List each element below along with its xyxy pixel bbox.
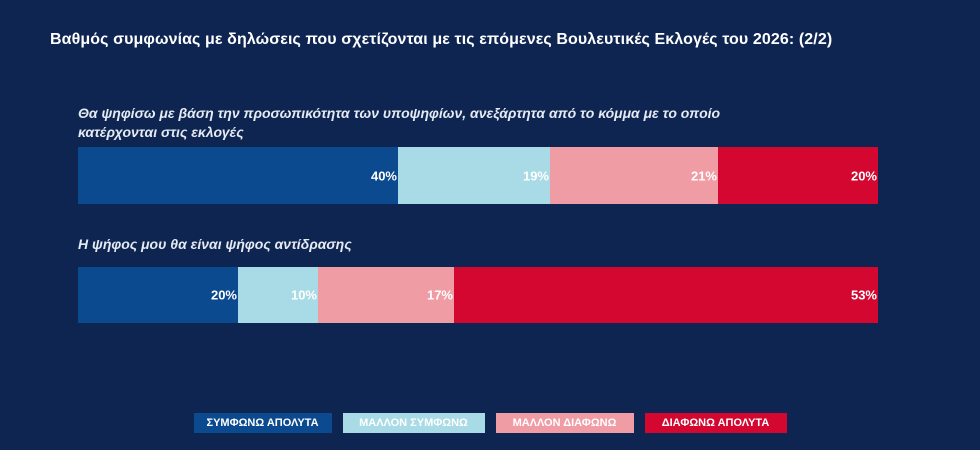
data-label: 40% xyxy=(370,168,397,183)
bar-segment-mallon-symfono: 19% xyxy=(398,147,550,204)
data-label: 19% xyxy=(522,168,549,183)
stacked-bar-1: 40% 19% 21% 20% xyxy=(78,147,878,204)
data-label: 21% xyxy=(690,168,717,183)
bar-segment-mallon-symfono: 10% xyxy=(238,267,318,323)
question-label-2: Η ψήφος μου θα είναι ψήφος αντίδρασης xyxy=(78,236,352,252)
question-label-1: Θα ψηφίσω με βάση την προσωπικότητα των … xyxy=(78,105,721,140)
data-label: 17% xyxy=(426,287,453,303)
data-label: 20% xyxy=(850,168,877,183)
bar-segment-diafono-apolyta: 53% xyxy=(454,267,878,323)
data-label: 10% xyxy=(290,287,317,303)
chart-title: Βαθμός συμφωνίας με δηλώσεις που σχετίζο… xyxy=(50,31,833,48)
legend-item-diafono-apolyta: ΔΙΑΦΩΝΩ ΑΠΟΛΥΤΑ xyxy=(644,413,787,433)
bar-segment-symfono-apolyta: 40% xyxy=(78,147,398,204)
bar-segment-diafono-apolyta: 20% xyxy=(718,147,878,204)
legend-item-mallon-diafono: ΜΑΛΛΟΝ ΔΙΑΦΩΝΩ xyxy=(495,413,634,433)
data-label: 20% xyxy=(210,287,237,303)
bar-segment-mallon-diafono: 17% xyxy=(318,267,454,323)
stacked-bar-2: 20% 10% 17% 53% xyxy=(78,267,878,323)
legend-item-mallon-symfono: ΜΑΛΛΟΝ ΣΥΜΦΩΝΩ xyxy=(342,413,485,433)
legend-item-symfono-apolyta: ΣΥΜΦΩΝΩ ΑΠΟΛΥΤΑ xyxy=(193,413,332,433)
bar-segment-symfono-apolyta: 20% xyxy=(78,267,238,323)
legend: ΣΥΜΦΩΝΩ ΑΠΟΛΥΤΑ ΜΑΛΛΟΝ ΣΥΜΦΩΝΩ ΜΑΛΛΟΝ ΔΙ… xyxy=(0,413,980,433)
data-label: 53% xyxy=(850,287,877,303)
bar-segment-mallon-diafono: 21% xyxy=(550,147,718,204)
